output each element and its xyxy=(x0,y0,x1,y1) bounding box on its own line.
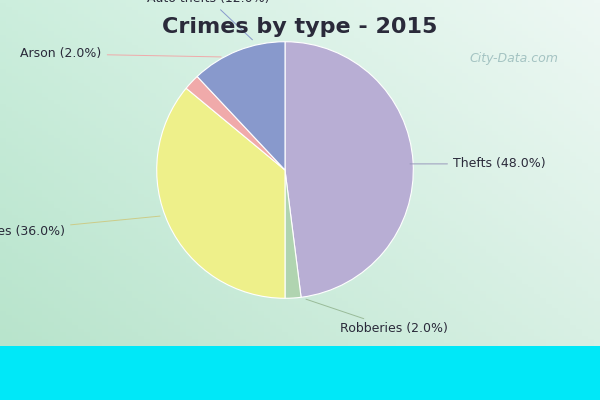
Text: Crimes by type - 2015: Crimes by type - 2015 xyxy=(163,17,437,37)
Text: Robberies (2.0%): Robberies (2.0%) xyxy=(306,299,448,335)
Wedge shape xyxy=(157,88,285,298)
Text: City-Data.com: City-Data.com xyxy=(469,52,558,65)
Wedge shape xyxy=(197,42,285,170)
Text: Arson (2.0%): Arson (2.0%) xyxy=(20,48,221,60)
Text: Thefts (48.0%): Thefts (48.0%) xyxy=(410,157,545,170)
Wedge shape xyxy=(285,170,301,298)
Text: Auto thefts (12.0%): Auto thefts (12.0%) xyxy=(148,0,270,40)
Wedge shape xyxy=(285,42,413,297)
Text: Burglaries (36.0%): Burglaries (36.0%) xyxy=(0,216,160,238)
Wedge shape xyxy=(186,76,285,170)
